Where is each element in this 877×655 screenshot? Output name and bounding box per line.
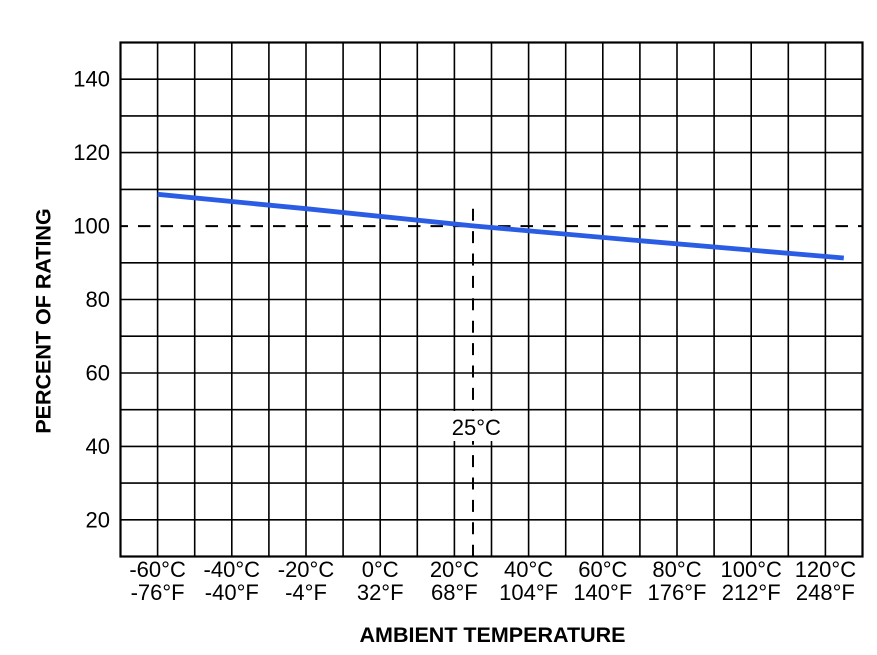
svg-text:PERCENT OF RATING: PERCENT OF RATING [31,208,55,433]
svg-text:140°F: 140°F [573,580,632,605]
svg-text:80°C: 80°C [652,557,701,582]
svg-text:248°F: 248°F [796,580,855,605]
svg-text:20: 20 [86,507,110,532]
svg-text:20°C: 20°C [430,557,479,582]
svg-text:0°C: 0°C [362,557,399,582]
svg-text:40: 40 [86,434,110,459]
svg-text:120°C: 120°C [795,557,857,582]
svg-text:120: 120 [73,140,110,165]
svg-text:68°F: 68°F [431,580,478,605]
svg-text:-4°F: -4°F [285,580,327,605]
svg-text:212°F: 212°F [722,580,781,605]
svg-text:-76°F: -76°F [131,580,185,605]
svg-text:-40°C: -40°C [204,557,261,582]
svg-text:AMBIENT TEMPERATURE: AMBIENT TEMPERATURE [360,623,626,647]
svg-text:100: 100 [73,214,110,239]
svg-text:104°F: 104°F [499,580,558,605]
svg-text:80: 80 [86,287,110,312]
svg-text:176°F: 176°F [648,580,707,605]
svg-text:140: 140 [73,67,110,92]
svg-text:-20°C: -20°C [278,557,335,582]
svg-text:40°C: 40°C [504,557,553,582]
svg-text:100°C: 100°C [720,557,782,582]
svg-text:32°F: 32°F [357,580,404,605]
svg-text:25°C: 25°C [452,415,501,440]
svg-text:-40°F: -40°F [205,580,259,605]
svg-text:60: 60 [86,361,110,386]
svg-text:-60°C: -60°C [129,557,186,582]
svg-text:60°C: 60°C [578,557,627,582]
